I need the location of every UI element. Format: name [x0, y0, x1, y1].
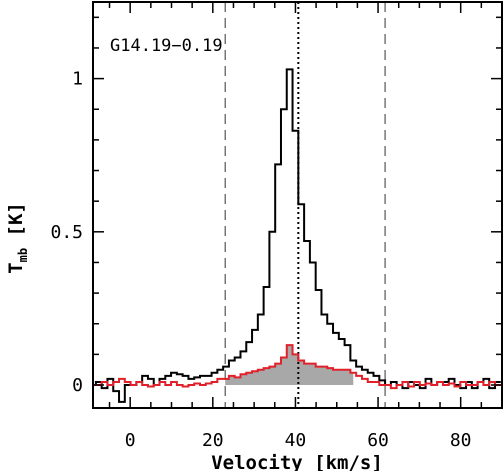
axes-layer: 0 20 40 60 80 0 0.5 1 [50, 1, 503, 451]
integrated-area [225, 345, 354, 386]
x-tick-label: 80 [450, 430, 472, 451]
series-line-black [93, 68, 501, 403]
chart-title: G14.19−0.19 [110, 36, 223, 56]
x-tick-label: 60 [367, 430, 389, 451]
y-tick-label: 0.5 [50, 222, 83, 243]
y-axis-label-sub: mb [16, 248, 30, 262]
y-tick-label: 1 [72, 69, 83, 90]
y-axis-label-unit: [K] [5, 202, 27, 236]
y-axis-label-main: T [5, 262, 27, 273]
svg-text:Tmb [K]: Tmb [K] [5, 202, 30, 274]
y-axis-label: Tmb [K] [5, 202, 30, 274]
integrated-fill-layer [225, 345, 354, 386]
reference-lines [224, 2, 386, 408]
plot-frame [92, 1, 503, 409]
x-tick-label: 40 [285, 430, 307, 451]
y-tick-label: 0 [72, 375, 83, 396]
series-line-red [93, 344, 501, 390]
x-tick-label: 0 [125, 430, 136, 451]
x-tick-label: 20 [202, 430, 224, 451]
x-axis-label: Velocity [km/s] [211, 452, 383, 471]
series-layer [93, 68, 501, 403]
